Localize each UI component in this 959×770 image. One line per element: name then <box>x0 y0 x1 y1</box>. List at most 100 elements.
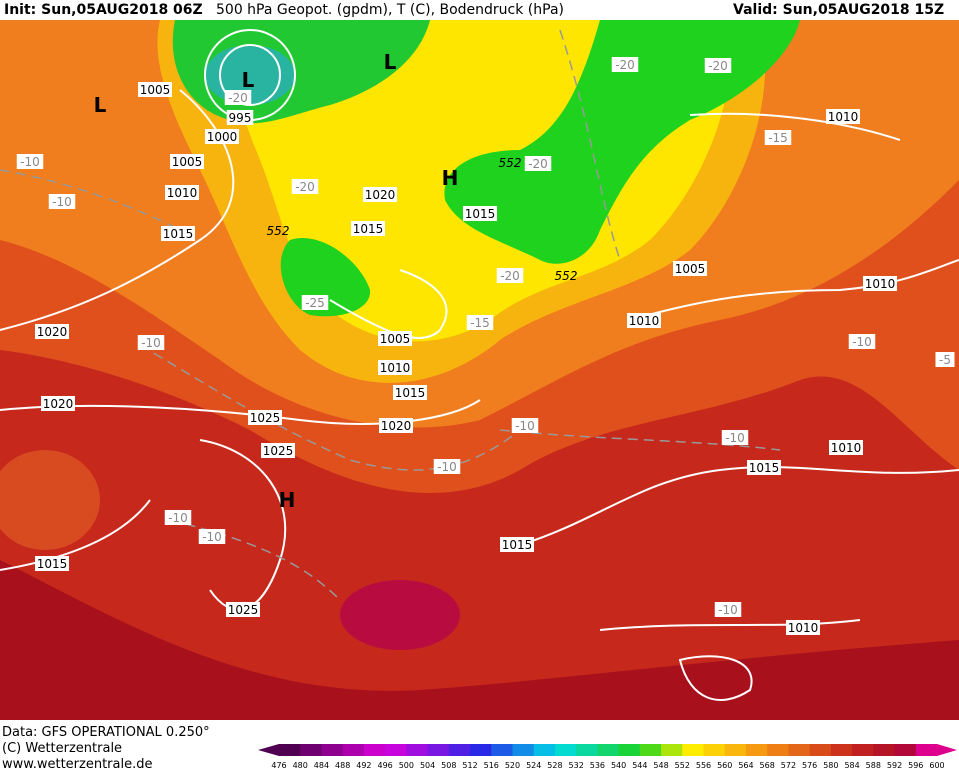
colorbar-swatch <box>406 744 429 756</box>
colorbar-swatch <box>300 744 322 756</box>
temperature-label-box <box>935 352 955 367</box>
header-bar <box>0 0 959 20</box>
colorbar-label: 572 <box>781 761 796 770</box>
pressure-system: L <box>242 68 255 92</box>
colorbar-label: 548 <box>653 761 668 770</box>
pressure-label-box <box>863 276 897 291</box>
temperature-label: -5 <box>939 353 951 367</box>
pressure-label-box <box>351 221 385 236</box>
pressure-label-box <box>500 537 534 552</box>
colorbar: 476 480 484 488 492 496 500 504 508 512 516 520 524 5… <box>258 744 957 770</box>
map-title: 500 hPa Geopot. (gpdm), T (C), Bodendruc… <box>216 2 564 18</box>
temperature-label: -10 <box>437 460 457 474</box>
pressure-system: H <box>279 488 296 512</box>
colorbar-label: 556 <box>696 761 711 770</box>
colorbar-swatch <box>830 744 853 756</box>
website: www.wetterzentrale.de <box>2 757 152 770</box>
colorbar-swatch <box>788 744 811 756</box>
colorbar-label: 480 <box>293 761 308 770</box>
pressure-label: 1015 <box>353 222 384 236</box>
colorbar-swatch <box>448 744 471 756</box>
isotherms <box>0 29 781 601</box>
field-warm-spot <box>0 450 100 550</box>
temperature-label-box <box>301 295 329 310</box>
temperature-label: -10 <box>725 431 745 445</box>
temperature-label: -20 <box>500 269 520 283</box>
pressure-label: 1025 <box>228 603 259 617</box>
colorbar-label: 600 <box>929 761 944 770</box>
colorbar-label: 500 <box>399 761 414 770</box>
pressure-label: 995 <box>229 111 252 125</box>
temperature-label: -15 <box>470 316 490 330</box>
temperature-label: -10 <box>852 335 872 349</box>
field-darkred <box>0 560 959 720</box>
colorbar-swatch <box>873 744 896 756</box>
pressure-label-box <box>393 385 427 400</box>
pressure-label: 1025 <box>250 411 281 425</box>
colorbar-label: 516 <box>484 761 499 770</box>
colorbar-label: 544 <box>632 761 647 770</box>
pressure-label-box <box>170 154 204 169</box>
pressure-label-box <box>165 185 199 200</box>
pressure-label-box <box>379 418 413 433</box>
pressure-label-box <box>226 602 260 617</box>
colorbar-label: 560 <box>717 761 732 770</box>
pressure-label: 1020 <box>381 419 412 433</box>
pressure-label: 1015 <box>465 207 496 221</box>
temperature-label-box <box>721 430 749 445</box>
colorbar-swatch <box>342 744 365 756</box>
field-crimson <box>340 580 460 650</box>
pressure-label-box <box>463 206 497 221</box>
colorbar-label: 504 <box>420 761 435 770</box>
colorbar-swatch <box>554 744 577 756</box>
pressure-label-box <box>41 396 75 411</box>
pressure-label-box <box>627 313 661 328</box>
data-source: Data: GFS OPERATIONAL 0.250° <box>2 725 210 740</box>
pressure-system: H <box>442 166 459 190</box>
pressure-label: 1015 <box>37 557 68 571</box>
colorbar-swatch <box>661 744 683 756</box>
geopotential-label: 552 <box>555 269 578 283</box>
pressure-label-box <box>363 187 397 202</box>
pressure-label-box <box>378 331 412 346</box>
colorbar-swatch <box>682 744 705 756</box>
temperature-label: -20 <box>528 157 548 171</box>
temperature-label: -10 <box>515 419 535 433</box>
temperature-label-box <box>524 156 552 171</box>
pressure-label-box <box>378 360 412 375</box>
pressure-label: 1005 <box>172 155 203 169</box>
colorbar-swatch <box>427 744 450 756</box>
colorbar-label: 564 <box>738 761 753 770</box>
colorbar-label: 524 <box>526 761 541 770</box>
copyright: (C) Wetterzentrale <box>2 741 122 756</box>
colorbar-label: 484 <box>314 761 329 770</box>
colorbar-label: 568 <box>760 761 775 770</box>
temperature-label-box <box>511 418 539 433</box>
pressure-label: 1010 <box>788 621 819 635</box>
pressure-label: 1005 <box>675 262 706 276</box>
pressure-label: 1020 <box>43 397 74 411</box>
temperature-label: -10 <box>168 511 188 525</box>
pressure-label-box <box>826 109 860 124</box>
pressure-label-box <box>673 261 707 276</box>
colorbar-label: 520 <box>505 761 520 770</box>
temperature-label-box <box>137 335 165 350</box>
pressure-label-box <box>829 440 863 455</box>
colorbar-arrow-left <box>258 744 279 756</box>
pressure-label-box <box>205 129 239 144</box>
colorbar-swatch <box>470 744 492 756</box>
pressure-label-box <box>248 410 282 425</box>
temperature-label: -20 <box>228 91 248 105</box>
pressure-label-box <box>747 460 781 475</box>
colorbar-label: 496 <box>377 761 392 770</box>
colorbar-swatch <box>491 744 513 756</box>
colorbar-swatch <box>597 744 620 756</box>
colorbar-label: 536 <box>590 761 605 770</box>
colorbar-label: 540 <box>611 761 626 770</box>
temperature-label: -10 <box>52 195 72 209</box>
isobars <box>0 29 959 701</box>
colorbar-swatch <box>618 744 641 756</box>
pressure-label: 1015 <box>749 461 780 475</box>
temperature-label: -15 <box>768 131 788 145</box>
